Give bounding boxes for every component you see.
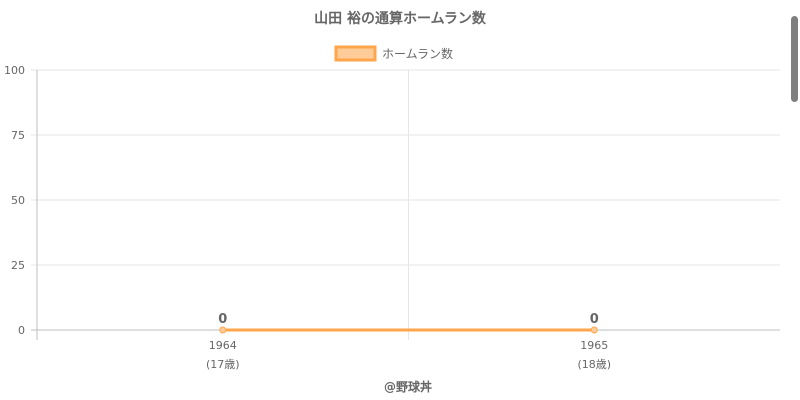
chart-title: 山田 裕の通算ホームラン数 [314,10,487,27]
x-tick-labels: 1964 (17歳) 1965 (18歳) [206,339,611,371]
data-point [219,326,227,334]
data-point [590,326,598,334]
x-tick-sublabel: (17歳) [206,358,240,371]
x-tick-label: 1965 [580,339,608,352]
legend[interactable]: ホームラン数 [334,45,453,62]
x-tick-sublabel: (18歳) [577,358,611,371]
legend-swatch [334,45,377,62]
data-label: 0 [590,312,599,327]
y-tick-label: 25 [11,259,25,272]
y-tick-label: 50 [11,194,25,207]
grid [31,69,780,340]
series-line [219,326,598,334]
y-tick-label: 100 [4,64,25,77]
data-label: 0 [218,312,227,327]
y-tick-label: 0 [18,324,25,337]
scrollbar[interactable] [788,0,800,400]
axes [31,70,780,340]
legend-label: ホームラン数 [382,46,453,61]
x-tick-label: 1964 [209,339,237,352]
scrollbar-thumb[interactable] [791,16,798,102]
y-tick-label: 75 [11,129,25,142]
credit: @野球丼 [384,379,432,394]
y-tick-labels: 100 75 50 25 0 [4,64,25,337]
